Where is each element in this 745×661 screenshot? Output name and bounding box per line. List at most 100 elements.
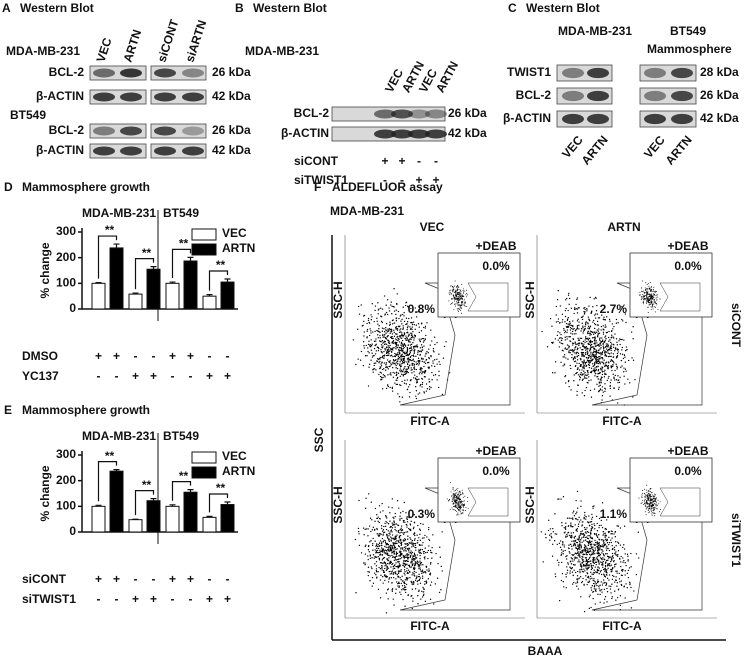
group-label: MDA-MB-231 bbox=[82, 206, 156, 220]
axis-tiny: SSC-H bbox=[331, 486, 345, 523]
significance: ** bbox=[142, 246, 152, 260]
bar bbox=[220, 504, 235, 533]
blot-label: BCL-2 bbox=[49, 123, 85, 137]
sign: - bbox=[208, 349, 212, 363]
size-label: 26 kDa bbox=[700, 88, 739, 102]
y-tick-label: 300 bbox=[56, 224, 76, 238]
sign: + bbox=[187, 349, 194, 363]
legend-label: ARTN bbox=[222, 241, 255, 255]
axis-title: BAAA bbox=[528, 644, 563, 658]
size-label: 42 kDa bbox=[212, 143, 251, 157]
bar bbox=[146, 268, 161, 310]
lane-label: ARTN bbox=[579, 133, 611, 168]
panel-title: Mammosphere growth bbox=[22, 403, 150, 417]
bar bbox=[183, 491, 198, 533]
band bbox=[671, 67, 693, 79]
sign: + bbox=[206, 369, 213, 383]
inset bbox=[629, 457, 713, 523]
gate-percent: 0.3% bbox=[408, 507, 436, 521]
significance-bracket bbox=[208, 493, 229, 513]
inset bbox=[437, 252, 521, 318]
cell-line: MDA-MB-231 bbox=[245, 44, 319, 58]
significance: ** bbox=[105, 223, 115, 237]
lane-label: ARTN bbox=[663, 133, 695, 168]
band bbox=[154, 126, 176, 136]
event-cloud bbox=[446, 482, 469, 516]
treatment-label: siCONT bbox=[294, 154, 339, 168]
band bbox=[425, 109, 447, 119]
significance-bracket bbox=[134, 490, 155, 516]
sign: + bbox=[113, 349, 120, 363]
cell-line: BT549 bbox=[670, 24, 706, 38]
panel-letter: B bbox=[235, 1, 244, 15]
significance-bracket bbox=[97, 235, 118, 279]
inset bbox=[629, 252, 713, 318]
bar bbox=[202, 516, 217, 533]
inset bbox=[437, 457, 521, 523]
lane-label: siARTN bbox=[183, 18, 210, 64]
sign: + bbox=[398, 154, 405, 168]
sign: + bbox=[150, 369, 157, 383]
error-bar bbox=[187, 489, 194, 493]
significance-bracket bbox=[171, 248, 192, 279]
size-label: 42 kDa bbox=[700, 111, 739, 125]
band bbox=[391, 109, 413, 119]
panel-letter: C bbox=[508, 1, 517, 15]
y-tick-label: 200 bbox=[56, 250, 76, 264]
group-label: BT549 bbox=[163, 429, 199, 443]
band bbox=[93, 92, 115, 102]
sign: - bbox=[189, 369, 193, 383]
sign: - bbox=[134, 349, 138, 363]
bar bbox=[183, 260, 198, 310]
sign: - bbox=[171, 592, 175, 606]
treatment-label: DMSO bbox=[22, 349, 58, 363]
error-bar bbox=[206, 515, 213, 518]
treatment-label: siCONT bbox=[22, 572, 67, 586]
sign: - bbox=[226, 349, 230, 363]
sign: + bbox=[113, 572, 120, 586]
inset-gate bbox=[659, 487, 701, 517]
panel-title: Western Blot bbox=[20, 1, 94, 15]
significance-bracket bbox=[134, 258, 155, 290]
y-tick-label: 100 bbox=[56, 499, 76, 513]
sign: - bbox=[152, 572, 156, 586]
event-cloud bbox=[639, 280, 661, 313]
band bbox=[587, 67, 609, 79]
panel-letter: F bbox=[314, 180, 321, 194]
event-cloud bbox=[448, 280, 469, 314]
error-bar bbox=[132, 292, 139, 295]
panel-title: Western Blot bbox=[253, 1, 327, 15]
panel-letter: E bbox=[4, 403, 12, 417]
significance: ** bbox=[179, 237, 189, 251]
sign: + bbox=[381, 154, 388, 168]
sign: + bbox=[415, 173, 422, 187]
panel-title: Mammosphere growth bbox=[22, 180, 150, 194]
legend-label: VEC bbox=[222, 449, 247, 463]
blot-label: β-ACTIN bbox=[36, 89, 84, 103]
band bbox=[374, 109, 396, 119]
significance-bracket bbox=[97, 461, 118, 502]
error-bar bbox=[113, 243, 120, 248]
band bbox=[93, 146, 115, 156]
error-bar bbox=[150, 266, 157, 270]
legend-label: ARTN bbox=[222, 464, 255, 478]
band bbox=[391, 129, 413, 139]
inset-percent: 0.0% bbox=[674, 259, 702, 273]
sign: - bbox=[417, 154, 421, 168]
significance: ** bbox=[216, 481, 226, 495]
axis-title: % change bbox=[38, 465, 52, 521]
axis-tiny: FITC-A bbox=[410, 619, 450, 633]
size-label: 26 kDa bbox=[212, 123, 251, 137]
sign: + bbox=[150, 592, 157, 606]
error-bar bbox=[132, 518, 139, 520]
inset-percent: 0.0% bbox=[482, 259, 510, 273]
band bbox=[120, 92, 142, 102]
band bbox=[408, 129, 430, 139]
band bbox=[154, 68, 176, 78]
event-cloud bbox=[541, 290, 636, 411]
column-label: ARTN bbox=[607, 220, 640, 234]
band bbox=[93, 126, 115, 136]
axis-tiny: FITC-A bbox=[410, 414, 450, 428]
sign: - bbox=[171, 369, 175, 383]
size-label: 26 kDa bbox=[448, 106, 487, 120]
